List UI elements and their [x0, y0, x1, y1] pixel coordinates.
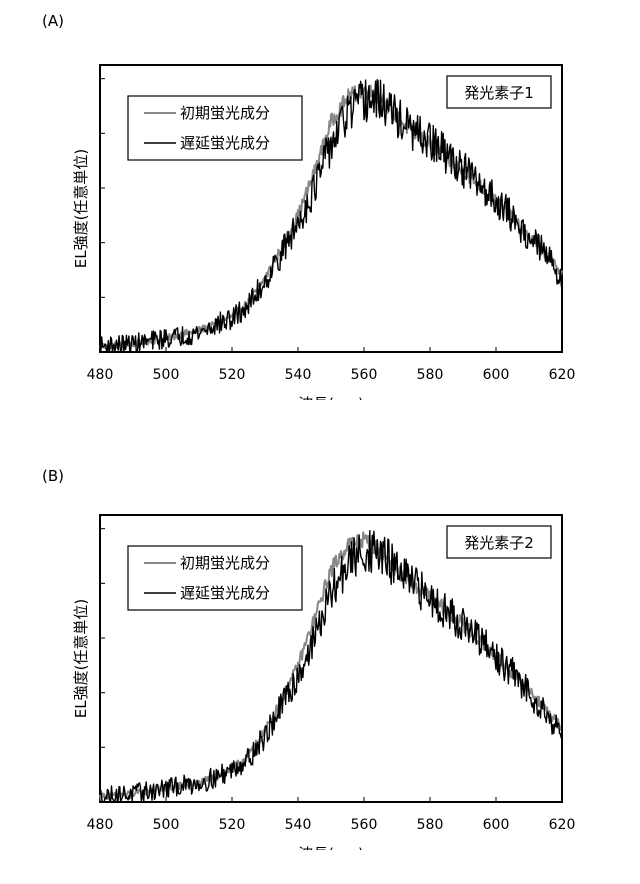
chart-b: 480 500 520 540 560 580 600 620 波長(nm) EL強度(任意単位)…: [72, 514, 576, 850]
x-axis-title: 波長(nm): [298, 395, 364, 400]
x-tick-label: 520: [219, 817, 246, 833]
x-tick-label: 580: [417, 367, 444, 383]
x-tick-label: 560: [351, 367, 378, 383]
x-tick-label: 580: [417, 817, 444, 833]
legend-label: 初期蛍光成分: [180, 554, 270, 572]
device-badge: [446, 75, 552, 109]
legend-label: 遅延蛍光成分: [180, 584, 270, 602]
x-axis-title: 波長(nm): [298, 845, 364, 850]
legend-box: [127, 95, 303, 161]
chart-a: 480 500 520 540 560 580 600 620 波長(nm) EL強度(任意単位)…: [72, 64, 576, 400]
x-tick-label: 500: [153, 367, 180, 383]
device-badge-label: 発光素子1: [464, 84, 534, 102]
series-line-delayed: [99, 79, 563, 353]
plot-frame: [99, 514, 563, 803]
series-line-delayed: [99, 530, 563, 803]
x-tick-label: 540: [285, 817, 312, 833]
legend-label: 遅延蛍光成分: [180, 134, 270, 152]
legend-box: [127, 545, 303, 611]
panel-a-label: (A): [42, 12, 64, 30]
x-tick-label: 520: [219, 367, 246, 383]
x-tick-label: 480: [87, 367, 114, 383]
device-badge-label: 発光素子2: [464, 534, 534, 552]
plot-frame: [99, 64, 563, 353]
x-tick-label: 480: [87, 817, 114, 833]
x-tick-label: 500: [153, 817, 180, 833]
y-axis-title: EL強度(任意単位): [72, 149, 90, 269]
x-tick-label: 540: [285, 367, 312, 383]
x-tick-label: 620: [549, 817, 576, 833]
device-badge: [446, 525, 552, 559]
panel-b-label: (B): [42, 467, 64, 485]
x-tick-label: 560: [351, 817, 378, 833]
legend-label: 初期蛍光成分: [180, 104, 270, 122]
x-tick-label: 600: [483, 817, 510, 833]
y-axis-title: EL強度(任意単位): [72, 599, 90, 719]
x-tick-label: 620: [549, 367, 576, 383]
x-tick-label: 600: [483, 367, 510, 383]
